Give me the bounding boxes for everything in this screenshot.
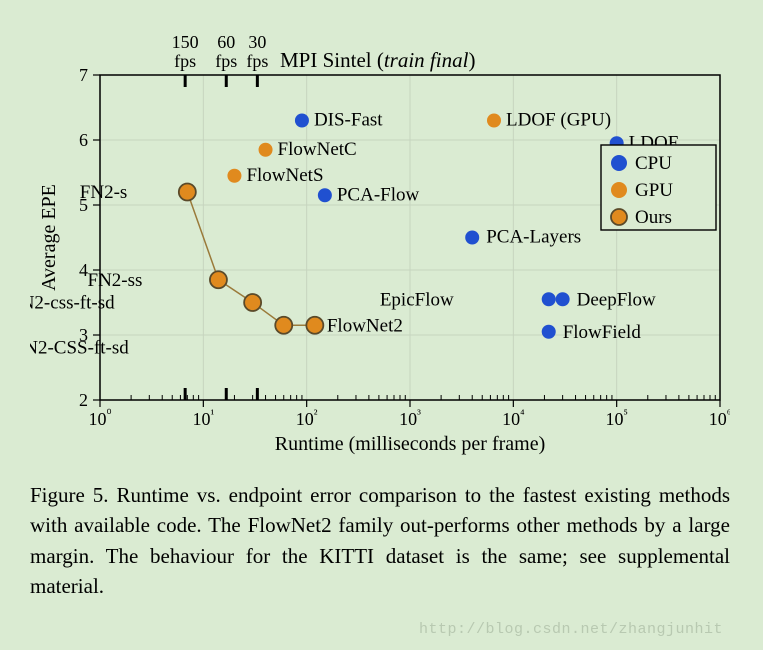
watermark: http://blog.csdn.net/zhangjunhit: [419, 621, 723, 638]
svg-text:LDOF (GPU): LDOF (GPU): [506, 110, 611, 131]
svg-text:10⁴: 10⁴: [502, 407, 525, 429]
figure-caption: Figure 5. Runtime vs. endpoint error com…: [30, 480, 730, 602]
svg-text:FlowNet2: FlowNet2: [327, 315, 403, 336]
svg-text:Ours: Ours: [635, 207, 672, 228]
svg-text:FlowNetS: FlowNetS: [246, 165, 323, 186]
svg-text:CPU: CPU: [635, 153, 672, 174]
svg-text:6: 6: [79, 130, 88, 150]
svg-text:fps: fps: [215, 51, 237, 71]
svg-text:GPU: GPU: [635, 180, 673, 201]
svg-text:10²: 10²: [296, 407, 318, 429]
svg-text:60: 60: [217, 32, 235, 52]
svg-text:fps: fps: [174, 51, 196, 71]
svg-text:FN2-CSS-ft-sd: FN2-CSS-ft-sd: [30, 337, 129, 358]
svg-text:10³: 10³: [399, 407, 421, 429]
svg-text:FN2-s: FN2-s: [80, 182, 128, 203]
chart-container: 10⁰10¹10²10³10⁴10⁵10⁶234567150fps60fps30…: [30, 25, 730, 455]
scatter-chart: 10⁰10¹10²10³10⁴10⁵10⁶234567150fps60fps30…: [30, 25, 730, 455]
svg-text:DeepFlow: DeepFlow: [577, 289, 656, 310]
svg-text:FlowNetC: FlowNetC: [278, 139, 357, 160]
svg-text:Average EPE: Average EPE: [38, 184, 60, 291]
svg-text:10¹: 10¹: [192, 407, 214, 429]
svg-text:2: 2: [79, 390, 88, 410]
svg-text:FlowField: FlowField: [563, 322, 642, 343]
svg-text:EpicFlow: EpicFlow: [380, 289, 454, 310]
svg-text:MPI Sintel (train final): MPI Sintel (train final): [280, 48, 475, 72]
svg-text:FN2-css-ft-sd: FN2-css-ft-sd: [30, 293, 115, 314]
svg-text:10⁰: 10⁰: [88, 407, 111, 429]
svg-text:10⁶: 10⁶: [709, 407, 730, 429]
svg-text:fps: fps: [246, 51, 268, 71]
svg-text:150: 150: [172, 32, 199, 52]
svg-text:7: 7: [79, 65, 88, 85]
svg-text:DIS-Fast: DIS-Fast: [314, 110, 383, 131]
svg-text:Runtime (milliseconds per fram: Runtime (milliseconds per frame): [275, 433, 545, 455]
svg-text:10⁵: 10⁵: [605, 407, 627, 429]
svg-text:FN2-ss: FN2-ss: [88, 270, 143, 291]
svg-text:PCA-Flow: PCA-Flow: [337, 184, 420, 205]
svg-text:30: 30: [248, 32, 266, 52]
svg-text:PCA-Layers: PCA-Layers: [486, 227, 581, 248]
